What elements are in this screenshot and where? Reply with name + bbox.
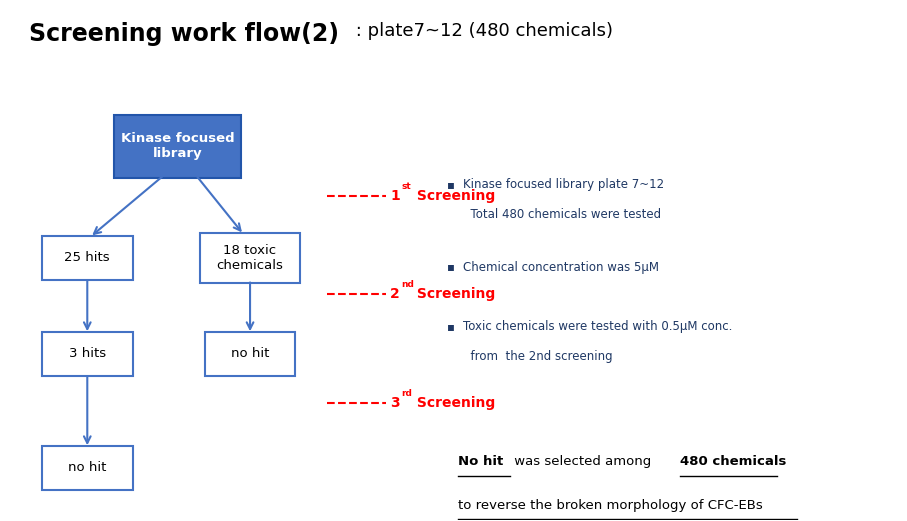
Text: Screening: Screening <box>412 396 495 410</box>
Text: 3 hits: 3 hits <box>69 348 106 361</box>
Text: Screening work flow(2): Screening work flow(2) <box>28 22 338 46</box>
Text: ▪: ▪ <box>447 260 455 274</box>
Text: Screening: Screening <box>412 189 495 203</box>
Text: 2: 2 <box>390 287 400 301</box>
Text: 1: 1 <box>390 189 400 203</box>
Text: Screening: Screening <box>412 287 495 301</box>
Text: nd: nd <box>401 280 414 289</box>
Text: from  the 2nd screening: from the 2nd screening <box>463 350 612 363</box>
Text: Kinase focused
library: Kinase focused library <box>121 132 235 160</box>
FancyBboxPatch shape <box>42 332 132 376</box>
Text: rd: rd <box>401 389 412 398</box>
Text: ▪: ▪ <box>447 320 455 333</box>
Text: 25 hits: 25 hits <box>64 252 110 265</box>
Text: no hit: no hit <box>231 348 269 361</box>
Text: No hit: No hit <box>458 455 503 468</box>
Text: was selected among: was selected among <box>511 455 660 468</box>
Text: 3: 3 <box>390 396 400 410</box>
Text: Toxic chemicals were tested with 0.5μM conc.: Toxic chemicals were tested with 0.5μM c… <box>463 320 732 333</box>
Text: st: st <box>401 182 411 191</box>
Text: 480 chemicals: 480 chemicals <box>679 455 786 468</box>
Text: Kinase focused library plate 7~12: Kinase focused library plate 7~12 <box>463 178 664 191</box>
FancyBboxPatch shape <box>114 115 241 178</box>
FancyBboxPatch shape <box>42 446 132 490</box>
FancyBboxPatch shape <box>42 236 132 280</box>
Text: no hit: no hit <box>68 461 106 474</box>
Text: ▪: ▪ <box>447 178 455 191</box>
Text: : plate7~12 (480 chemicals): : plate7~12 (480 chemicals) <box>349 22 612 40</box>
Text: Total 480 chemicals were tested: Total 480 chemicals were tested <box>463 208 660 220</box>
FancyBboxPatch shape <box>200 233 300 282</box>
Text: 18 toxic
chemicals: 18 toxic chemicals <box>217 244 284 272</box>
FancyBboxPatch shape <box>205 332 296 376</box>
Text: to reverse the broken morphology of CFC-EBs: to reverse the broken morphology of CFC-… <box>458 499 763 512</box>
Text: Chemical concentration was 5μM: Chemical concentration was 5μM <box>463 260 658 274</box>
